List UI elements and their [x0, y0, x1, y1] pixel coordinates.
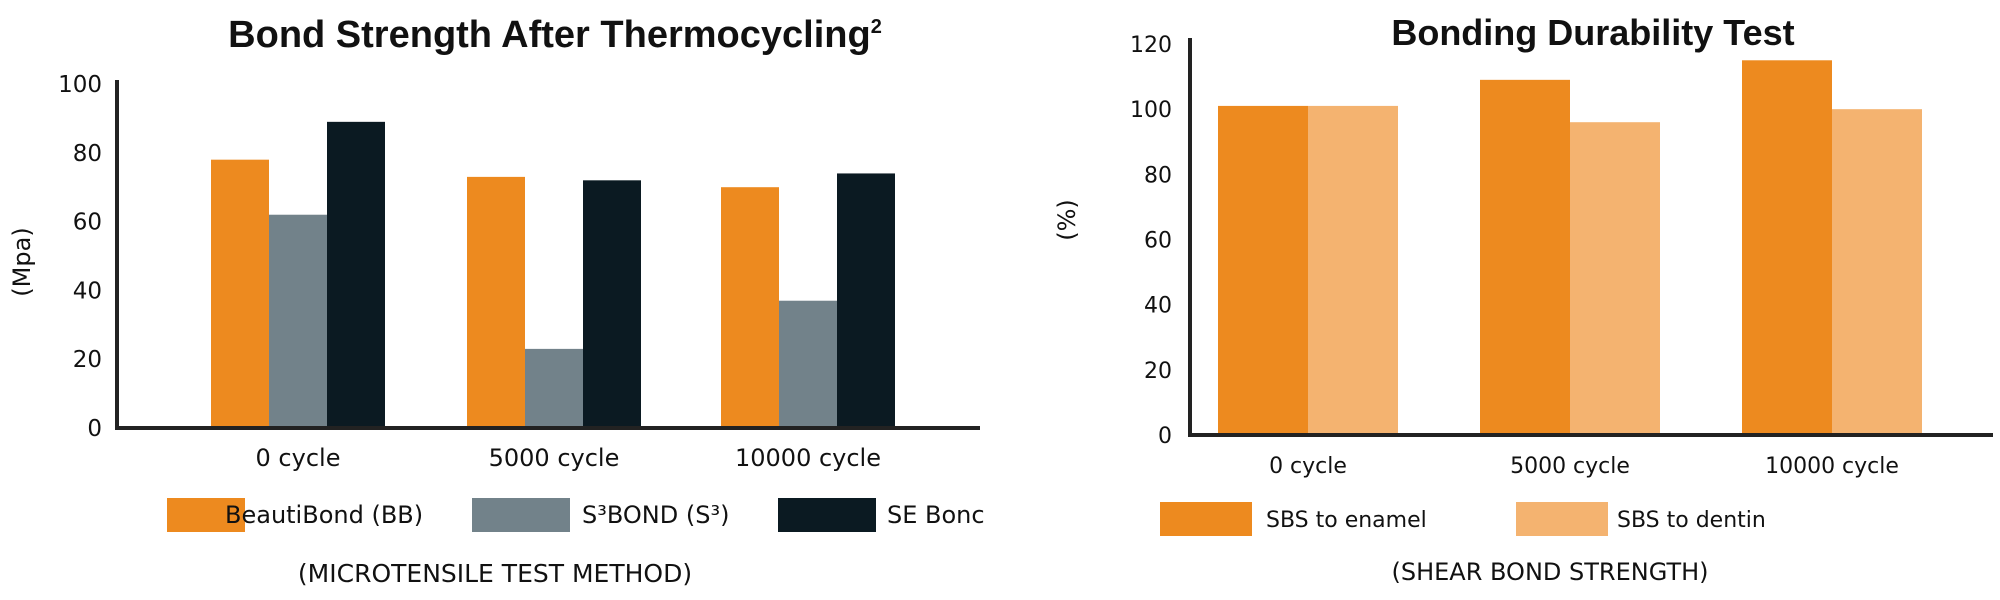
chart2-y-tick-label: 60	[1144, 229, 1172, 254]
chart1-y-tick-label: 20	[73, 347, 102, 373]
chart1-legend-label: S³BOND (S³)	[582, 501, 729, 529]
chart1-bar	[779, 300, 837, 428]
chart1-legend-label: BeautiBond (BB)	[225, 501, 423, 529]
chart1-bar	[467, 176, 525, 428]
chart2-bar	[1832, 109, 1922, 436]
chart2-legend-label: SBS to dentin	[1617, 508, 1766, 533]
chart1-y-tick-label: 100	[58, 72, 102, 98]
chart2-title: Bonding Durability Test	[1391, 12, 1794, 53]
chart1-legend-swatch	[778, 498, 876, 532]
chart1-y-axis-label: (Mpa)	[8, 227, 36, 296]
chart2-bar	[1570, 122, 1660, 435]
chart2-group: Bonding Durability Test 120 100 80 60 40 20 0 (%…	[1053, 12, 1993, 586]
chart1-legend-label: SE Bonc	[887, 501, 985, 529]
chart1-category-label: 10000 cycle	[735, 444, 881, 472]
chart1-bar	[211, 159, 269, 428]
chart2-y-tick-label: 120	[1130, 33, 1172, 58]
chart2-y-axis-label: (%)	[1053, 199, 1081, 241]
chart1-y-tick-label: 0	[87, 416, 102, 442]
chart1-legend-swatch	[167, 498, 245, 532]
chart1-y-tick-label: 80	[73, 141, 102, 167]
chart1-bar	[837, 173, 895, 428]
chart1-title-superscript: 2	[871, 16, 882, 38]
chart2-caption: (SHEAR BOND STRENGTH)	[1391, 558, 1708, 586]
chart2-category-label: 0 cycle	[1269, 454, 1347, 479]
chart2-bar	[1218, 105, 1308, 436]
chart2-title-text: Bonding Durability Test	[1391, 12, 1794, 53]
chart2-y-tick-label: 0	[1158, 424, 1172, 449]
chart1-caption: (MICROTENSILE TEST METHOD)	[298, 559, 692, 588]
chart1-category-label: 0 cycle	[256, 444, 341, 472]
chart2-bar	[1480, 79, 1570, 435]
chart2-y-tick-label: 80	[1144, 163, 1172, 188]
chart2-legend-swatch	[1516, 502, 1608, 536]
chart1-bar	[525, 348, 583, 428]
chart1-y-tick-label: 40	[73, 278, 102, 304]
chart1-bar	[327, 121, 385, 428]
chart1-y-tick-label: 60	[73, 210, 102, 236]
chart2-category-label: 10000 cycle	[1765, 454, 1899, 479]
chart2-bar	[1742, 60, 1832, 436]
chart2-y-tick-label: 20	[1144, 359, 1172, 384]
chart1-bar	[583, 180, 641, 428]
chart1-category-label: 5000 cycle	[489, 444, 620, 472]
chart1-bar	[269, 214, 327, 428]
chart2-bar	[1308, 105, 1398, 436]
chart2-legend-swatch	[1160, 502, 1252, 536]
chart1-legend-swatch	[472, 498, 570, 532]
chart2-y-tick-label: 40	[1144, 294, 1172, 319]
chart2-category-label: 5000 cycle	[1510, 454, 1630, 479]
chart1-title: Bond Strength After Thermocycling2	[228, 14, 882, 56]
chart1-title-text: Bond Strength After Thermocycling	[228, 14, 871, 56]
chart2-legend-label: SBS to enamel	[1266, 508, 1427, 533]
chart1-bar	[721, 187, 779, 428]
chart2-y-tick-label: 100	[1130, 98, 1172, 123]
chart1-group: Bond Strength After Thermocycling2 100 80 6…	[8, 14, 985, 588]
